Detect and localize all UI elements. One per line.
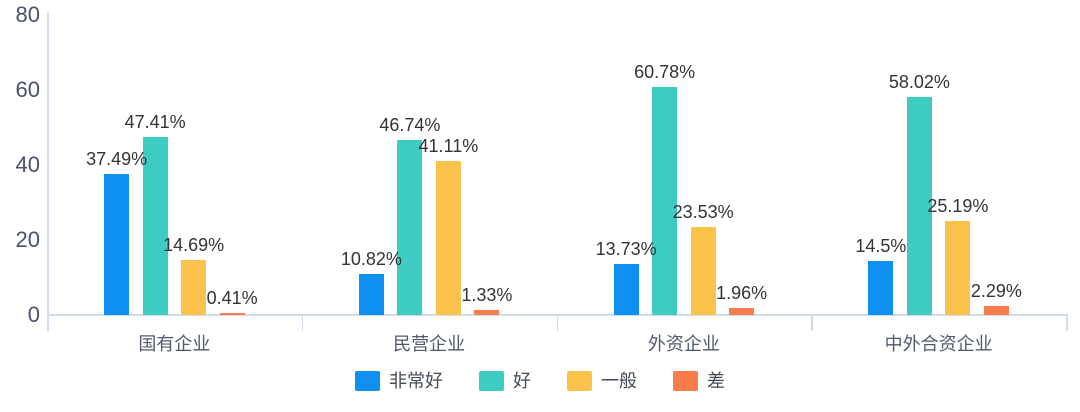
bar-value-label: 1.33% — [461, 285, 513, 305]
y-tick-label: 80 — [15, 2, 40, 27]
y-tick-label: 0 — [27, 302, 40, 327]
bar-0-0[interactable] — [104, 174, 130, 315]
category-label: 中外合资企业 — [884, 334, 993, 354]
bar-value-label: 0.41% — [206, 288, 258, 309]
bar-2-0[interactable] — [181, 259, 207, 315]
bar-value-label: 14.69% — [163, 234, 225, 255]
bar-value-label: 25.19% — [927, 195, 989, 216]
bar-value-label: 60.78% — [634, 62, 696, 83]
bar-3-2[interactable] — [729, 307, 755, 315]
bar-value-label: 13.73% — [595, 238, 657, 259]
bar-3-3[interactable] — [983, 306, 1009, 315]
legend-label: 差 — [707, 371, 725, 391]
bar-1-0[interactable] — [142, 137, 168, 315]
bar-1-2[interactable] — [652, 87, 678, 315]
x-axis-tick — [811, 315, 813, 331]
bar-value-label: 58.02% — [888, 72, 950, 93]
bar-2-1[interactable] — [435, 160, 461, 315]
legend-label: 非常好 — [389, 371, 443, 391]
legend-label: 好 — [513, 371, 531, 391]
bar-2-2[interactable] — [690, 226, 716, 315]
category-label: 民营企业 — [393, 334, 466, 354]
legend-swatch-icon — [355, 371, 380, 391]
bar-2-3[interactable] — [945, 220, 971, 315]
y-tick-label: 40 — [15, 152, 40, 177]
y-axis-line — [47, 12, 49, 331]
bar-3-1[interactable] — [474, 310, 500, 315]
x-axis-tick — [556, 315, 558, 331]
legend-label: 一般 — [601, 371, 637, 391]
legend-item-0[interactable]: 非常好 — [355, 371, 443, 391]
legend-swatch-icon — [673, 371, 698, 391]
bar-1-1[interactable] — [397, 139, 423, 315]
bar-0-3[interactable] — [868, 260, 894, 315]
bar-value-label: 14.5% — [855, 235, 907, 256]
bar-value-label: 47.41% — [124, 112, 186, 133]
bar-1-3[interactable] — [906, 97, 932, 315]
category-label: 国有企业 — [138, 334, 211, 354]
bar-value-label: 23.53% — [672, 201, 734, 222]
bar-value-label: 37.49% — [86, 149, 148, 170]
legend-item-2[interactable]: 一般 — [567, 371, 637, 391]
bar-value-label: 46.74% — [379, 114, 441, 135]
bar-0-1[interactable] — [358, 274, 384, 315]
legend-item-1[interactable]: 好 — [479, 371, 531, 391]
x-axis-tick — [1066, 315, 1068, 331]
legend-item-3[interactable]: 差 — [673, 371, 725, 391]
bar-3-0[interactable] — [219, 313, 245, 315]
category-label: 外资企业 — [647, 334, 720, 354]
bar-value-label: 10.82% — [340, 249, 402, 270]
legend-swatch-icon — [479, 371, 504, 391]
legend: 非常好 好 一般 差 — [0, 371, 1080, 391]
legend-swatch-icon — [567, 371, 592, 391]
y-tick-label: 20 — [15, 227, 40, 252]
bar-value-label: 41.11% — [418, 135, 479, 156]
y-tick-label: 60 — [15, 77, 40, 102]
bar-value-label: 1.96% — [716, 282, 768, 303]
bar-0-2[interactable] — [613, 263, 639, 315]
bar-value-label: 2.29% — [970, 281, 1022, 302]
x-axis-tick — [301, 315, 304, 331]
